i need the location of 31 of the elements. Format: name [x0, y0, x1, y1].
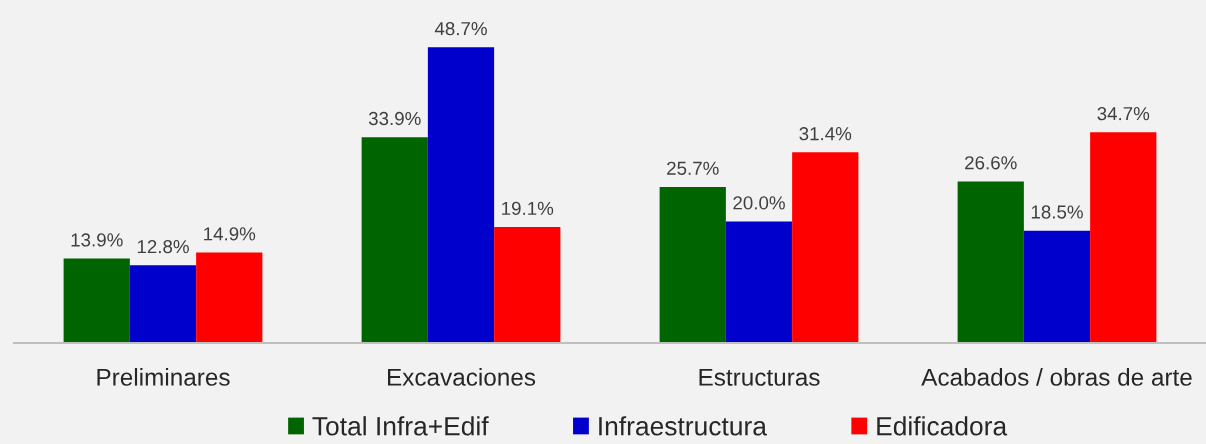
- data-label: 19.1%: [502, 201, 554, 215]
- data-label: 12.8%: [137, 239, 189, 254]
- bar: [792, 152, 859, 343]
- bar: [659, 186, 726, 343]
- data-label: 13.9%: [71, 233, 123, 247]
- data-label: 48.7%: [434, 21, 487, 36]
- bar: [725, 221, 793, 343]
- bar: [427, 47, 495, 343]
- data-label: 31.4%: [799, 127, 852, 141]
- data-label: 25.7%: [667, 161, 719, 175]
- data-label: 34.7%: [1097, 107, 1150, 121]
- legend-label: Total Infra+Edif: [312, 416, 489, 436]
- bar: [196, 252, 263, 343]
- data-label: 20.0%: [733, 196, 785, 210]
- legend-label: Infraestructura: [599, 416, 767, 436]
- x-tick-label: Preliminares: [97, 368, 230, 386]
- bar: [361, 137, 428, 343]
- bar: [957, 181, 1024, 343]
- data-label: 33.9%: [368, 111, 421, 126]
- bar: [494, 227, 561, 343]
- bar: [1090, 132, 1157, 343]
- bar: [129, 265, 197, 343]
- bar: [1023, 230, 1091, 343]
- x-tick-label: Excavaciones: [388, 368, 536, 386]
- x-tick-label: Estructuras: [699, 368, 820, 386]
- data-label: 26.6%: [965, 156, 1017, 170]
- data-label: 14.9%: [204, 227, 256, 241]
- x-tick-label: Acabados / obras de arte: [921, 368, 1192, 386]
- bar: [63, 258, 130, 343]
- legend-label: Edificadora: [877, 416, 1008, 436]
- data-label: 18.5%: [1031, 205, 1083, 219]
